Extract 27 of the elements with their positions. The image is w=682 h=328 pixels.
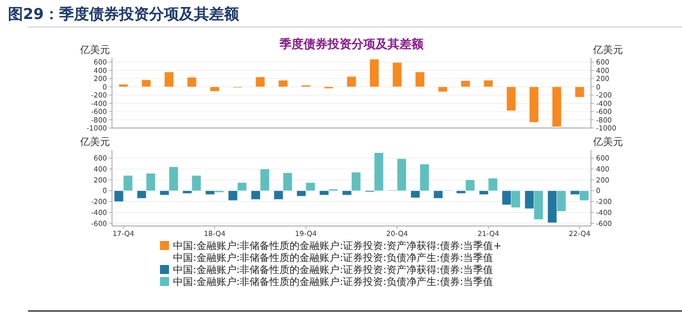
- bar: [529, 86, 539, 122]
- bar: [552, 86, 562, 128]
- bar: [415, 72, 425, 88]
- bar: [460, 80, 470, 88]
- bar: [278, 80, 288, 88]
- bar: [370, 58, 380, 88]
- bar: [164, 72, 174, 88]
- bar: [484, 80, 494, 88]
- chart-title: 图29：季度债券投资分项及其差额: [8, 5, 240, 23]
- legend-label: 中国:金融账户:非储备性质的金融账户:证券投资:资产净获得:债券:当季值+中国:金融账户:非储备性质的金融账户:证券投资:负债净产生:债券:当季值: [173, 240, 502, 264]
- y2-axis-title: 亿美元: [592, 136, 623, 148]
- bar: [118, 84, 128, 88]
- chart-subtitle: 季度债券投资分项及其差额: [278, 37, 424, 51]
- y2-axis-title: 亿美元: [592, 44, 623, 56]
- bar: [346, 76, 356, 88]
- bar: [210, 86, 220, 92]
- y-axis-title: 亿美元: [79, 136, 110, 148]
- y-axis-title: 亿美元: [79, 44, 110, 56]
- bar: [438, 86, 448, 92]
- legend-label: 中国:金融账户:非储备性质的金融账户:证券投资:负债净产生:债券:当季值: [173, 276, 494, 288]
- legend-label: 中国:金融账户:非储备性质的金融账户:证券投资:资产净获得:债券:当季值: [173, 264, 494, 276]
- bar: [392, 62, 402, 88]
- bar: [187, 77, 197, 88]
- bar: [255, 76, 266, 88]
- bar: [141, 80, 152, 88]
- bar: [574, 86, 584, 98]
- bar: [506, 86, 516, 111]
